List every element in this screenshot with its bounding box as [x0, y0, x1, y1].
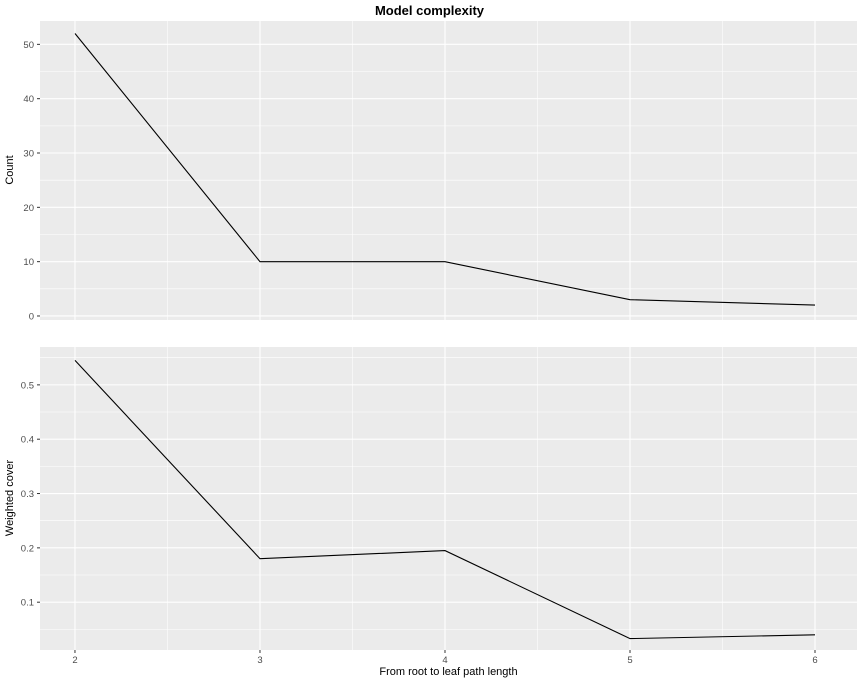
- y-axis-tick-label: 20: [23, 203, 34, 214]
- x-axis-title: From root to leaf path length: [379, 666, 518, 678]
- panel-weighted-cover: 0.1 0.2 0.3 0.4 0.5 2 3 4 5 6: [21, 347, 857, 666]
- y-axis-tick-label: 0: [29, 311, 34, 322]
- x-axis-tick-label: 6: [812, 655, 817, 666]
- y-axis-tick-label: 0.1: [21, 598, 34, 609]
- y-axis-tick-label: 0.4: [21, 435, 34, 446]
- plot-title: Model complexity: [374, 3, 485, 18]
- y-axis-tick-label: 30: [23, 149, 34, 160]
- x-axis-tick-label: 2: [72, 655, 77, 666]
- y-axis-tick-label: 10: [23, 257, 34, 268]
- y-axis-tick-label: 0.3: [21, 489, 34, 500]
- y-axis-tick-label: 50: [23, 40, 34, 51]
- panel-background: [40, 21, 857, 320]
- series-line: [74, 33, 816, 306]
- series-line: [74, 360, 816, 640]
- panel-count: 0 10 20 30 40 50: [23, 21, 857, 322]
- x-axis-tick-label: 3: [257, 655, 262, 666]
- y-axis-tick-label: 40: [23, 94, 34, 105]
- y-axis-tick-label: 0.2: [21, 543, 34, 554]
- panel-background: [40, 347, 857, 650]
- x-axis-tick-label: 4: [442, 655, 447, 666]
- x-axis-tick-label: 5: [627, 655, 632, 666]
- y-axis-tick-label: 0.5: [21, 380, 34, 391]
